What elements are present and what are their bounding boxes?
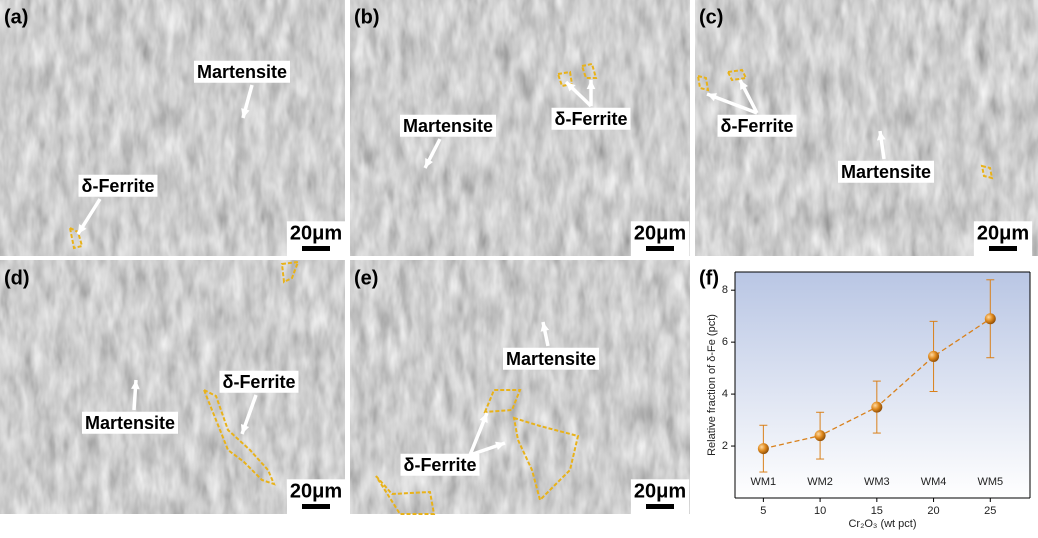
y-axis-label: Relative fraction of δ-Fe (pct) — [706, 314, 718, 456]
x-tick-label: 5 — [760, 505, 766, 517]
annotation: Martensite — [841, 162, 931, 182]
annotation: Martensite — [403, 116, 493, 136]
scale-bar-label: 20μm — [977, 222, 1029, 244]
point-label: WM1 — [751, 476, 777, 488]
scale-bar — [302, 504, 330, 509]
scale-bar-label: 20μm — [634, 480, 686, 502]
point-label: WM2 — [807, 476, 833, 488]
x-tick-label: 10 — [814, 505, 826, 517]
annotation: δ-Ferrite — [223, 372, 296, 392]
point-label: WM5 — [977, 476, 1003, 488]
chart: 2 4 6 8 5 10 15 20 25 WM1 WM2 WM3 WM4 WM5 — [722, 272, 1030, 517]
x-axis-label: Cr₂O₃ (wt pct) — [848, 518, 916, 530]
scale-bar — [646, 504, 674, 509]
panel-label: (b) — [354, 6, 380, 28]
sem-image — [0, 0, 345, 256]
scale-bar-label: 20μm — [634, 222, 686, 244]
scale-bar — [989, 246, 1017, 251]
x-tick-label: 20 — [927, 505, 939, 517]
point — [758, 443, 769, 454]
point-label: WM4 — [921, 476, 947, 488]
point — [815, 430, 826, 441]
point — [985, 313, 996, 324]
panel-label: (d) — [4, 267, 30, 289]
point-label: WM3 — [864, 476, 890, 488]
sem-image — [350, 260, 690, 514]
point — [928, 351, 939, 362]
annotation: Martensite — [506, 349, 596, 369]
annotation: Martensite — [85, 413, 175, 433]
figure: 2 4 6 8 5 10 15 20 25 WM1 WM2 WM3 WM4 WM5 (a) Martensi… — [0, 0, 1038, 533]
scale-bar — [646, 246, 674, 251]
panel-label: (c) — [699, 6, 723, 28]
scale-bar — [302, 246, 330, 251]
panel-label: (f) — [699, 267, 719, 289]
y-tick-label: 8 — [722, 284, 728, 296]
scale-bar-label: 20μm — [290, 222, 342, 244]
annotation: δ-Ferrite — [721, 116, 794, 136]
point — [871, 402, 882, 413]
scale-bar-label: 20μm — [290, 480, 342, 502]
x-tick-label: 25 — [984, 505, 996, 517]
panel-label: (e) — [354, 267, 378, 289]
x-tick-label: 15 — [871, 505, 883, 517]
annotation: δ-Ferrite — [82, 176, 155, 196]
annotation: δ-Ferrite — [555, 109, 628, 129]
y-tick-label: 4 — [722, 388, 728, 400]
annotation: δ-Ferrite — [404, 455, 477, 475]
annotation: Martensite — [197, 62, 287, 82]
plot-area — [735, 272, 1030, 498]
panel-label: (a) — [4, 6, 28, 28]
y-tick-label: 6 — [722, 336, 728, 348]
y-tick-label: 2 — [722, 440, 728, 452]
